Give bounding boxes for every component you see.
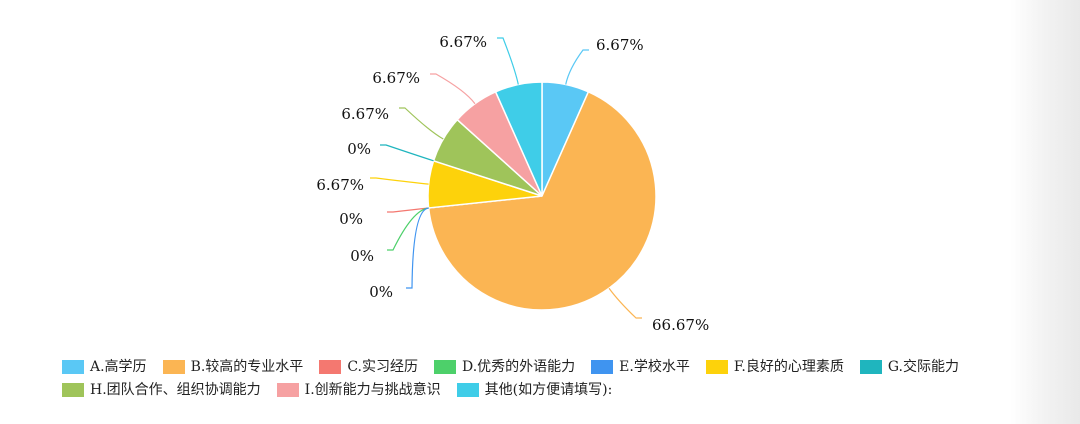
leader-line-i [430,73,476,105]
leader-line-h [399,107,444,140]
legend-label-e: E.学校水平 [619,359,690,375]
data-label-g: 0% [347,140,371,158]
legend-swatch-b [162,360,185,374]
leader-line-e [406,207,429,289]
legend-label-b: B.较高的专业水平 [190,359,304,375]
legend-swatch-a [62,360,84,374]
legend-item-h: H.团队合作、组织协调能力 [62,381,261,399]
pie-slices [427,81,657,311]
data-label-a: 6.67% [596,36,644,54]
legend-swatch-h [62,383,84,397]
legend-item-a: A.高学历 [62,358,147,376]
legend-swatch-d [433,360,456,374]
data-label-h: 6.67% [341,105,389,123]
legend-item-b: B.较高的专业水平 [162,358,304,376]
legend-item-c: C.实习经历 [319,358,418,376]
legend-swatch-e [591,360,614,374]
legend-label-i: I.创新能力与挑战意识 [304,382,441,398]
page-edge-shadow [1010,0,1080,424]
leader-line-f [370,177,429,185]
legend-label-a: A.高学历 [90,359,147,375]
leader-line-g [380,144,434,162]
data-label-f: 6.67% [316,176,364,194]
legend-swatch-other [456,383,479,397]
leader-lines [370,37,642,319]
data-label-b: 66.67% [652,316,709,334]
legend-swatch-i [276,383,299,397]
slice-labels: 6.67% 66.67% 0% 0% 0% 6.67% 0% 6.67% 6.67% 6.67% [316,33,709,334]
legend-item-f: F.良好的心理素质 [705,358,844,376]
legend-swatch-g [859,360,882,374]
legend-swatch-c [319,360,342,374]
legend-item-d: D.优秀的外语能力 [433,358,576,376]
legend-label-g: G.交际能力 [887,359,959,375]
data-label-c: 0% [339,210,363,228]
legend-item-other: 其他(如方便请填写): [456,381,613,399]
chart-legend: A.高学历 B.较高的专业水平 C.实习经历 D.优秀的外语能力 E.学校水平 … [62,358,1052,399]
leader-line-other [497,37,519,85]
leader-line-d [387,207,429,251]
leader-line-a [565,49,589,85]
legend-label-d: D.优秀的外语能力 [461,359,576,375]
pie-chart: 6.67% 66.67% 0% 0% 0% 6.67% 0% 6.67% 6.67% 6.67% [316,33,709,334]
legend-label-f: F.良好的心理素质 [733,359,844,375]
data-label-d: 0% [350,247,374,265]
legend-label-other: 其他(如方便请填写): [484,382,613,398]
legend-label-c: C.实习经历 [347,359,418,375]
legend-item-g: G.交际能力 [859,358,959,376]
data-label-i: 6.67% [372,69,420,87]
data-label-other: 6.67% [439,33,487,51]
data-label-e: 0% [369,283,393,301]
legend-label-h: H.团队合作、组织协调能力 [90,382,261,398]
leader-line-b [608,287,642,319]
pie-slice-b [427,90,657,311]
legend-swatch-f [705,360,728,374]
legend-item-i: I.创新能力与挑战意识 [276,381,441,399]
legend-item-e: E.学校水平 [591,358,690,376]
